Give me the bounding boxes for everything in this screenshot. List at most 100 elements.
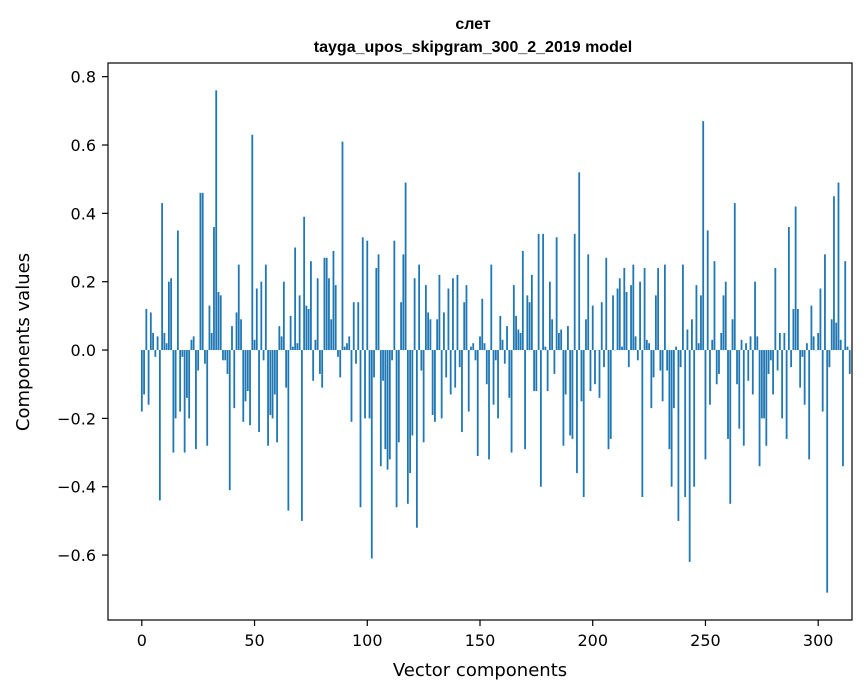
bar <box>251 134 254 351</box>
bar <box>824 254 826 351</box>
bar <box>803 350 806 405</box>
bar <box>244 350 247 402</box>
bar <box>206 350 209 446</box>
bar <box>447 288 450 351</box>
bar <box>158 350 161 501</box>
bar <box>481 298 484 351</box>
bar <box>377 254 380 351</box>
bar <box>147 350 150 405</box>
bar <box>382 350 384 381</box>
bar <box>176 230 179 351</box>
bar <box>591 305 594 351</box>
bar <box>580 350 583 402</box>
bar <box>424 285 427 351</box>
bar <box>143 350 145 395</box>
bar <box>479 336 481 351</box>
bar <box>794 206 797 351</box>
bar <box>373 350 375 378</box>
bar <box>352 302 355 351</box>
bar <box>578 172 581 351</box>
bar <box>370 350 373 559</box>
bar <box>310 261 312 351</box>
bar <box>366 240 369 351</box>
bar <box>255 288 258 351</box>
x-axis: 0 50 100 150 200 250 300 <box>137 620 834 650</box>
bar <box>801 350 804 357</box>
bar <box>181 350 184 357</box>
bar <box>303 216 306 351</box>
bar <box>526 295 529 351</box>
bar <box>195 350 197 450</box>
bar <box>246 350 249 392</box>
bar <box>512 285 515 351</box>
bar <box>210 332 213 351</box>
bar <box>386 350 389 470</box>
bar <box>740 339 743 351</box>
bar <box>826 350 829 593</box>
bar <box>702 121 705 351</box>
bar <box>305 305 308 351</box>
bar <box>598 350 601 398</box>
bar <box>440 350 443 419</box>
bar <box>693 350 696 487</box>
bar <box>663 264 666 351</box>
bar <box>754 281 756 351</box>
bar <box>738 350 741 429</box>
bar <box>573 233 576 351</box>
bar <box>808 350 811 460</box>
bar <box>722 295 725 351</box>
bar <box>828 350 831 368</box>
bar <box>204 350 206 364</box>
bar <box>612 295 614 351</box>
bar <box>729 350 732 504</box>
bar <box>654 295 657 351</box>
x-tick-label: 250 <box>690 631 721 650</box>
bar <box>452 278 454 351</box>
bar <box>704 350 707 460</box>
bar <box>632 264 635 351</box>
bar <box>461 350 463 433</box>
y-tick-label: −0.6 <box>57 546 96 565</box>
bar <box>379 350 382 467</box>
bar <box>720 332 723 351</box>
bar <box>806 343 808 351</box>
bar <box>280 336 283 351</box>
bar <box>438 274 441 351</box>
bar <box>291 346 294 351</box>
bar <box>165 343 168 351</box>
bar <box>262 350 265 361</box>
bar <box>594 350 596 385</box>
bar <box>467 350 470 412</box>
bar <box>508 350 511 398</box>
bar <box>197 350 200 371</box>
bar <box>819 288 822 351</box>
bar <box>156 336 159 351</box>
bar <box>675 346 678 351</box>
x-tick-label: 300 <box>803 631 834 650</box>
bar <box>179 350 182 412</box>
bar <box>844 261 847 351</box>
bar <box>271 350 274 419</box>
bar <box>569 350 572 436</box>
bar <box>641 350 644 497</box>
bar <box>183 350 186 453</box>
bar <box>483 343 486 351</box>
bar <box>585 319 587 351</box>
bar <box>661 350 664 402</box>
bar <box>273 350 276 395</box>
bar <box>357 302 360 351</box>
bar <box>711 339 714 351</box>
bar <box>839 339 842 351</box>
bar <box>537 233 540 351</box>
bar <box>397 350 400 443</box>
bar <box>458 350 461 368</box>
bar <box>348 336 351 351</box>
bar <box>621 346 623 351</box>
bar <box>472 343 475 351</box>
bar <box>427 312 430 351</box>
bar <box>445 350 448 378</box>
bar <box>668 350 671 450</box>
bar <box>544 346 547 351</box>
bar <box>454 350 457 388</box>
bar <box>706 230 709 351</box>
